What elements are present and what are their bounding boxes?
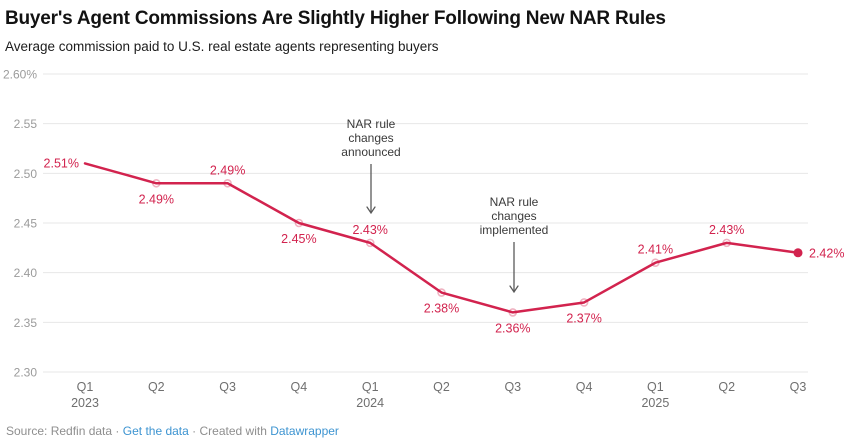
point-value-label: 2.38% xyxy=(424,302,459,316)
x-tick-label: Q3 xyxy=(504,380,521,394)
annotation-text: changes xyxy=(348,131,393,145)
y-tick-label: 2.60% xyxy=(3,68,37,82)
point-value-label: 2.45% xyxy=(281,232,316,246)
point-marker xyxy=(722,238,732,248)
x-tick-label: Q2 xyxy=(433,380,450,394)
x-tick-label: Q3 xyxy=(790,380,807,394)
x-year-label: 2024 xyxy=(356,396,384,410)
point-marker xyxy=(223,178,232,188)
point-value-label: 2.42% xyxy=(809,246,844,260)
point-marker xyxy=(508,308,518,317)
point-value-label: 2.43% xyxy=(709,223,744,237)
x-year-label: 2023 xyxy=(71,396,99,410)
y-tick-label: 2.35 xyxy=(14,316,38,330)
annotation-arrowhead xyxy=(366,206,376,215)
x-tick-label: Q1 xyxy=(647,380,664,394)
annotation-text: implemented xyxy=(480,223,549,237)
point-marker xyxy=(294,218,304,228)
point-value-label: 2.49% xyxy=(139,192,174,206)
datawrapper-link[interactable]: Datawrapper xyxy=(270,424,339,438)
y-tick-label: 2.45 xyxy=(14,217,38,231)
chart-subtitle: Average commission paid to U.S. real est… xyxy=(5,39,439,54)
annotation-text: changes xyxy=(491,209,536,223)
point-value-label: 2.41% xyxy=(638,243,673,257)
annotation-arrowhead xyxy=(509,285,519,294)
point-marker xyxy=(437,288,446,297)
y-tick-label: 2.55 xyxy=(14,117,38,131)
x-tick-label: Q1 xyxy=(77,380,94,394)
y-tick-label: 2.40 xyxy=(14,266,38,280)
annotation-text: NAR rule xyxy=(490,195,539,209)
x-tick-label: Q2 xyxy=(718,380,735,394)
point-marker xyxy=(152,178,161,188)
point-marker xyxy=(579,298,589,307)
x-tick-label: Q4 xyxy=(291,380,308,394)
commission-line xyxy=(83,162,800,314)
y-tick-label: 2.30 xyxy=(14,366,38,380)
chart-title: Buyer's Agent Commissions Are Slightly H… xyxy=(5,8,666,29)
point-marker xyxy=(365,238,375,248)
x-tick-label: Q2 xyxy=(148,380,165,394)
attribution-footer: Source: Redfin data · Get the data · Cre… xyxy=(6,424,339,439)
chart-header: Buyer's Agent Commissions Are Slightly H… xyxy=(5,7,844,55)
annotation-text: NAR rule xyxy=(347,117,396,131)
separator-dot: · xyxy=(192,424,197,438)
annotation-text: announced xyxy=(341,145,400,159)
end-point-marker xyxy=(793,248,803,258)
source-label: Source: Redfin data xyxy=(6,424,113,438)
created-with-label: Created with xyxy=(199,424,267,438)
point-value-label: 2.51% xyxy=(44,156,79,170)
get-the-data-link[interactable]: Get the data xyxy=(122,424,189,438)
point-marker xyxy=(651,258,660,268)
x-tick-label: Q3 xyxy=(219,380,236,394)
x-tick-label: Q4 xyxy=(576,380,593,394)
point-value-label: 2.37% xyxy=(566,311,601,325)
x-year-label: 2025 xyxy=(641,396,669,410)
separator-dot: · xyxy=(115,424,120,438)
point-value-label: 2.36% xyxy=(495,321,530,335)
point-value-label: 2.43% xyxy=(352,223,387,237)
x-tick-label: Q1 xyxy=(362,380,379,394)
y-tick-label: 2.50 xyxy=(14,167,38,181)
point-value-label: 2.49% xyxy=(210,163,245,177)
